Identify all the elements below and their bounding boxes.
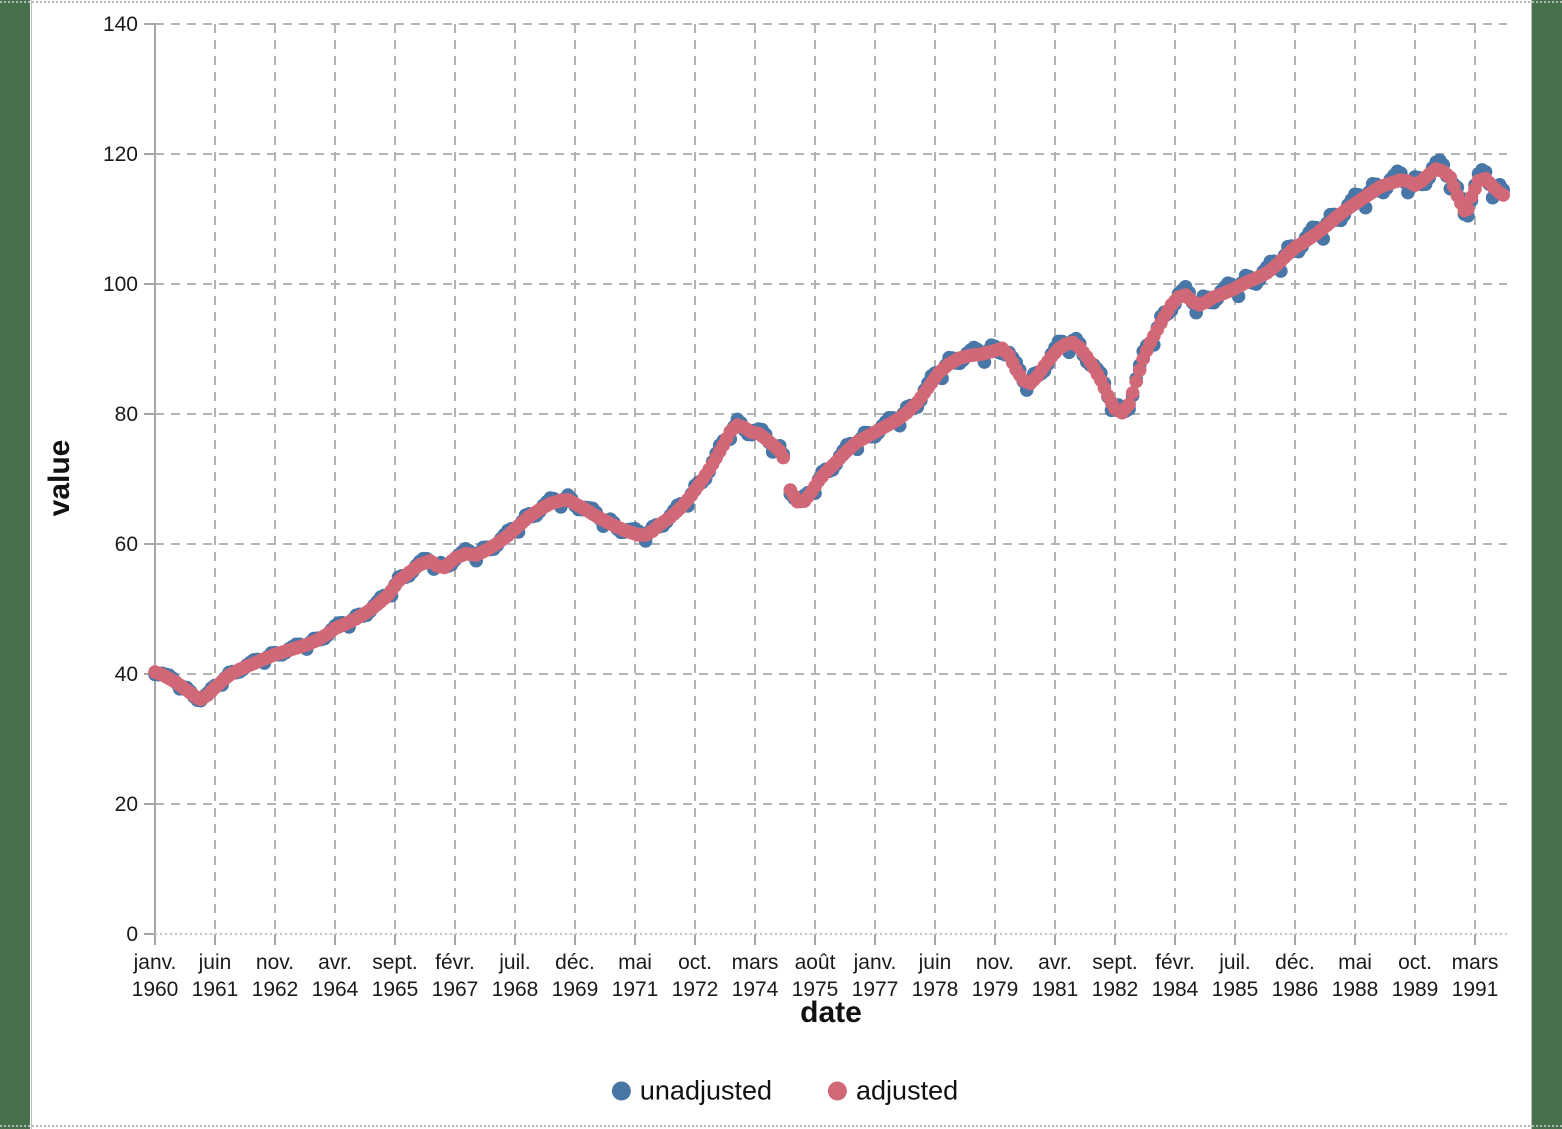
- svg-text:févr.: févr.: [435, 951, 475, 974]
- svg-text:1968: 1968: [492, 978, 539, 1001]
- svg-text:40: 40: [115, 663, 138, 686]
- svg-text:1986: 1986: [1272, 978, 1319, 1001]
- svg-text:1960: 1960: [132, 978, 179, 1001]
- legend-label-unadjusted: unadjusted: [639, 1075, 773, 1106]
- svg-text:1969: 1969: [552, 978, 599, 1001]
- svg-text:janv.: janv.: [133, 951, 177, 974]
- svg-text:sept.: sept.: [1092, 951, 1138, 974]
- svg-text:1982: 1982: [1092, 978, 1139, 1001]
- svg-text:1979: 1979: [972, 978, 1019, 1001]
- svg-text:sept.: sept.: [372, 951, 418, 974]
- gridlines: 0 20 40 60 80 100 120 140 janv. 1960 juin 1961 nov. 1…: [103, 13, 1507, 1001]
- svg-text:août: août: [795, 951, 836, 974]
- svg-text:nov.: nov.: [976, 951, 1014, 974]
- svg-text:mai: mai: [1338, 951, 1372, 974]
- svg-text:juin: juin: [918, 951, 952, 974]
- svg-text:mars: mars: [732, 951, 779, 974]
- svg-text:avr.: avr.: [318, 951, 352, 974]
- legend: unadjusted adjusted: [611, 1075, 958, 1107]
- svg-text:1985: 1985: [1212, 978, 1259, 1001]
- svg-text:déc.: déc.: [1275, 951, 1315, 974]
- svg-text:oct.: oct.: [1398, 951, 1432, 974]
- page-border-top: [0, 1, 1562, 3]
- svg-text:déc.: déc.: [555, 951, 595, 974]
- svg-text:juil.: juil.: [498, 951, 531, 974]
- svg-text:1967: 1967: [432, 978, 479, 1001]
- svg-text:20: 20: [115, 793, 138, 816]
- unadjusted-marker-icon: [611, 1081, 631, 1101]
- adjusted-marker-icon: [828, 1081, 848, 1101]
- svg-text:1984: 1984: [1152, 978, 1199, 1001]
- legend-label-adjusted: adjusted: [856, 1075, 959, 1106]
- svg-text:100: 100: [103, 273, 138, 296]
- svg-text:0: 0: [126, 923, 138, 946]
- svg-text:1975: 1975: [792, 978, 839, 1001]
- svg-text:80: 80: [115, 403, 138, 426]
- svg-text:1977: 1977: [852, 978, 899, 1001]
- legend-item-unadjusted: unadjusted: [611, 1075, 773, 1107]
- svg-text:juil.: juil.: [1218, 951, 1251, 974]
- svg-text:oct.: oct.: [678, 951, 712, 974]
- left-margin-bar: [0, 0, 30, 1129]
- svg-text:1989: 1989: [1392, 978, 1439, 1001]
- svg-text:nov.: nov.: [256, 951, 294, 974]
- svg-text:1962: 1962: [252, 978, 299, 1001]
- svg-text:1974: 1974: [732, 978, 779, 1001]
- svg-text:1972: 1972: [672, 978, 719, 1001]
- svg-text:120: 120: [103, 143, 138, 166]
- svg-text:janv.: janv.: [853, 951, 897, 974]
- svg-text:1981: 1981: [1032, 978, 1079, 1001]
- svg-text:1978: 1978: [912, 978, 959, 1001]
- svg-text:1961: 1961: [192, 978, 239, 1001]
- page-border-bottom: [0, 1125, 1562, 1127]
- left-edge-line: [31, 0, 32, 1129]
- y-axis-title: value: [43, 439, 76, 517]
- svg-text:juin: juin: [198, 951, 232, 974]
- svg-text:1991: 1991: [1452, 978, 1499, 1001]
- svg-text:1971: 1971: [612, 978, 659, 1001]
- svg-text:1965: 1965: [372, 978, 419, 1001]
- svg-text:140: 140: [103, 13, 138, 36]
- svg-text:60: 60: [115, 533, 138, 556]
- legend-item-adjusted: adjusted: [828, 1076, 958, 1107]
- right-margin-bar: [1532, 0, 1562, 1129]
- svg-text:févr.: févr.: [1155, 951, 1195, 974]
- right-edge-line: [1531, 0, 1532, 1129]
- svg-text:mai: mai: [618, 951, 652, 974]
- adjusted-series: [148, 162, 1511, 707]
- svg-text:mars: mars: [1452, 951, 1499, 974]
- svg-text:1988: 1988: [1332, 978, 1379, 1001]
- svg-text:avr.: avr.: [1038, 951, 1072, 974]
- svg-text:1964: 1964: [312, 978, 359, 1001]
- x-axis-title: date: [800, 996, 862, 1029]
